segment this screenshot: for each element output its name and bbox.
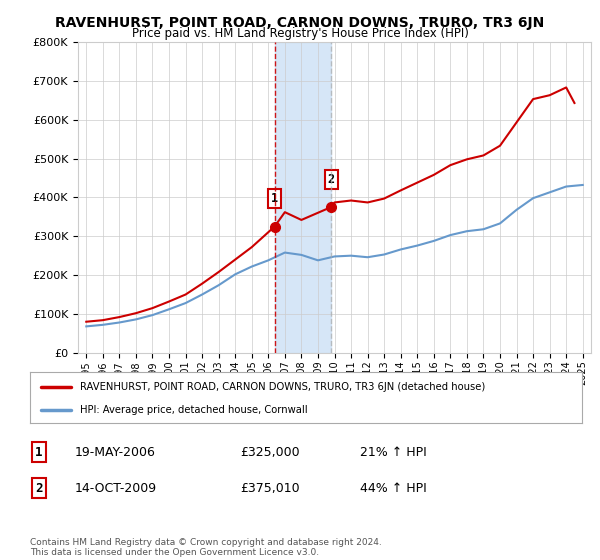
Text: RAVENHURST, POINT ROAD, CARNON DOWNS, TRURO, TR3 6JN: RAVENHURST, POINT ROAD, CARNON DOWNS, TR… <box>55 16 545 30</box>
Text: 1: 1 <box>271 192 278 205</box>
Text: 2: 2 <box>328 172 335 186</box>
Text: HPI: Average price, detached house, Cornwall: HPI: Average price, detached house, Corn… <box>80 405 307 415</box>
Text: Contains HM Land Registry data © Crown copyright and database right 2024.
This d: Contains HM Land Registry data © Crown c… <box>30 538 382 557</box>
Text: 19-MAY-2006: 19-MAY-2006 <box>75 446 156 459</box>
Text: 2: 2 <box>35 482 43 495</box>
Text: 14-OCT-2009: 14-OCT-2009 <box>75 482 157 495</box>
Text: £325,000: £325,000 <box>240 446 299 459</box>
Text: 21% ↑ HPI: 21% ↑ HPI <box>360 446 427 459</box>
Text: £375,010: £375,010 <box>240 482 299 495</box>
Text: 44% ↑ HPI: 44% ↑ HPI <box>360 482 427 495</box>
Text: Price paid vs. HM Land Registry's House Price Index (HPI): Price paid vs. HM Land Registry's House … <box>131 27 469 40</box>
Text: 1: 1 <box>35 446 43 459</box>
Text: RAVENHURST, POINT ROAD, CARNON DOWNS, TRURO, TR3 6JN (detached house): RAVENHURST, POINT ROAD, CARNON DOWNS, TR… <box>80 381 485 391</box>
Bar <box>275 42 331 353</box>
